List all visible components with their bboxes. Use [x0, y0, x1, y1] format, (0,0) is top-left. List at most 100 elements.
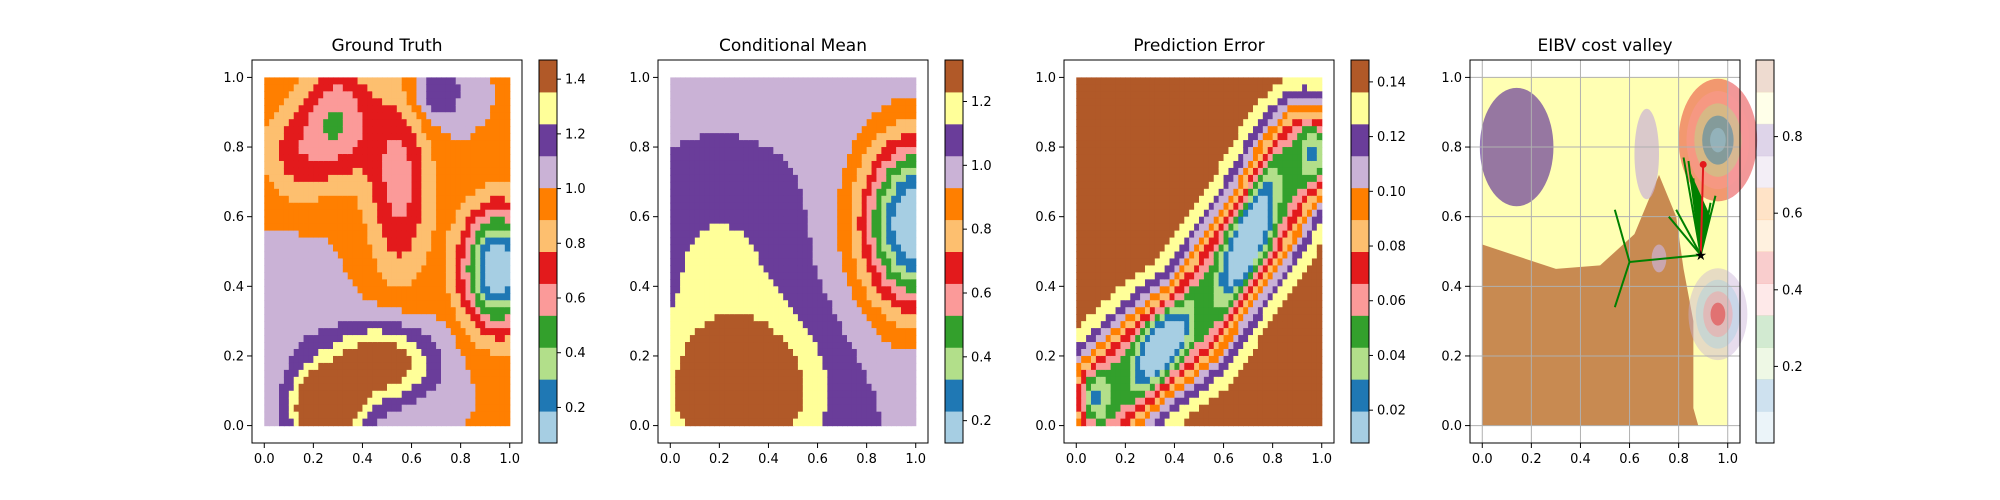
heatmap-cell — [827, 251, 833, 260]
heatmap-cell — [416, 397, 422, 406]
heatmap-cell — [763, 404, 770, 413]
heatmap-cell — [797, 293, 804, 301]
heatmap-cell — [739, 300, 745, 308]
heatmap-cell — [362, 335, 368, 343]
heatmap-cell — [753, 188, 760, 197]
heatmap-cell — [876, 376, 882, 385]
heatmap-cell — [333, 174, 339, 183]
heatmap-cell — [724, 223, 730, 232]
heatmap-cell — [822, 321, 828, 329]
heatmap-cell — [450, 181, 457, 190]
heatmap-cell — [714, 286, 720, 294]
heatmap-cell — [387, 84, 393, 92]
heatmap-cell — [362, 342, 368, 350]
heatmap-cell — [817, 369, 824, 378]
heatmap-cell — [719, 321, 725, 329]
heatmap-cell — [881, 77, 887, 85]
heatmap-cell — [822, 411, 828, 420]
heatmap-cell — [308, 418, 314, 427]
heatmap-cell — [871, 126, 878, 134]
heatmap-cell — [812, 328, 819, 336]
heatmap-cell — [460, 383, 467, 392]
heatmap-cell — [288, 390, 295, 399]
heatmap-cell — [337, 77, 344, 85]
heatmap-cell — [406, 209, 413, 218]
heatmap-cell — [391, 307, 398, 315]
heatmap-cell — [279, 355, 285, 364]
heatmap-cell — [802, 154, 809, 162]
heatmap-cell — [372, 376, 378, 385]
heatmap-cell — [293, 154, 300, 162]
heatmap-cell — [881, 133, 887, 141]
heatmap-cell — [445, 404, 452, 413]
heatmap-cell — [416, 84, 422, 92]
heatmap-cell — [714, 126, 720, 134]
heatmap-cell — [842, 133, 848, 141]
heatmap-cell — [896, 98, 902, 106]
heatmap-cell — [436, 174, 442, 183]
heatmap-cell — [788, 418, 794, 427]
heatmap-cell — [293, 265, 300, 273]
heatmap-cell — [901, 126, 907, 134]
heatmap-cell — [891, 154, 897, 162]
heatmap-cell — [822, 265, 828, 273]
heatmap-cell — [485, 328, 491, 336]
heatmap-cell — [709, 147, 716, 155]
heatmap-cell — [313, 188, 319, 197]
heatmap-cell — [847, 133, 853, 141]
heatmap-cell — [827, 369, 833, 378]
heatmap-cell — [357, 328, 364, 336]
heatmap-cell — [891, 286, 897, 294]
heatmap-cell — [431, 223, 437, 232]
heatmap-cell — [401, 251, 408, 260]
heatmap-cell — [426, 188, 432, 197]
heatmap-cell — [758, 328, 765, 336]
heatmap-cell — [269, 167, 275, 176]
heatmap-cell — [729, 418, 735, 427]
heatmap-cell — [269, 328, 275, 336]
heatmap-cell — [773, 202, 779, 211]
heatmap-cell — [773, 314, 779, 322]
heatmap-cell — [416, 404, 422, 413]
heatmap-cell — [788, 355, 794, 364]
heatmap-cell — [837, 286, 843, 294]
heatmap-cell — [773, 91, 779, 99]
heatmap-cell — [504, 119, 511, 127]
heatmap-cell — [288, 244, 295, 253]
heatmap-cell — [832, 154, 838, 162]
heatmap-cell — [269, 307, 275, 315]
heatmap-cell — [357, 279, 364, 287]
heatmap-cell — [480, 251, 486, 260]
heatmap-cell — [377, 258, 383, 267]
heatmap-cell — [743, 251, 750, 260]
heatmap-cell — [685, 188, 691, 197]
heatmap-cell — [699, 411, 706, 420]
heatmap-cell — [694, 397, 701, 406]
heatmap-cell — [391, 362, 398, 371]
heatmap-cell — [504, 272, 511, 280]
heatmap-cell — [337, 140, 344, 148]
heatmap-cell — [406, 355, 413, 364]
heatmap-cell — [455, 265, 462, 273]
heatmap-cell — [264, 251, 270, 260]
heatmap-cell — [866, 160, 873, 169]
heatmap-cell — [485, 105, 491, 113]
heatmap-cell — [283, 140, 290, 148]
heatmap-cell — [699, 307, 706, 315]
heatmap-cell — [694, 98, 701, 106]
heatmap-cell — [445, 383, 452, 392]
heatmap-cell — [768, 84, 774, 92]
heatmap-cell — [485, 383, 491, 392]
heatmap-cell — [274, 167, 280, 176]
heatmap-cell — [822, 223, 828, 232]
heatmap-cell — [905, 223, 912, 232]
heatmap-cell — [323, 362, 329, 371]
heatmap-cell — [416, 251, 422, 260]
heatmap-cell — [896, 300, 902, 308]
heatmap-cell — [333, 147, 339, 155]
heatmap-cell — [283, 293, 290, 301]
heatmap-cell — [367, 181, 373, 190]
heatmap-cell — [802, 404, 809, 413]
heatmap-cell — [704, 119, 711, 127]
heatmap-cell — [293, 251, 300, 260]
